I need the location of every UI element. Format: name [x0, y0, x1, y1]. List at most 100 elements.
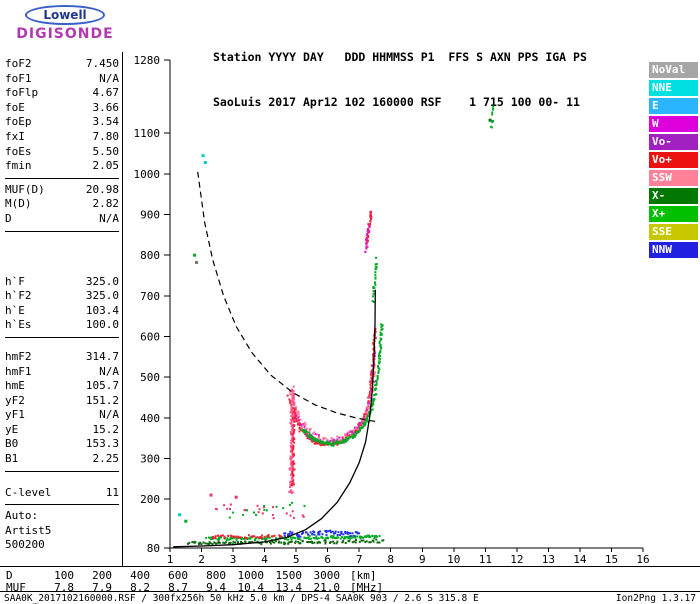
param-label: C-level — [5, 485, 52, 499]
param-value: 100.0 — [85, 318, 119, 332]
muf-value: 21.0 — [313, 581, 341, 594]
trace-topright-green — [490, 105, 495, 129]
footer-divider — [0, 591, 700, 592]
param-label: Auto: — [5, 509, 39, 523]
station-header: Station YYYY DAY DDD HHMMSS P1 FFS S AXN… — [213, 20, 587, 125]
param-row: h`E 103.4 — [5, 304, 119, 319]
legend-item-vo: Vo- — [649, 134, 698, 150]
svg-text:6: 6 — [324, 553, 331, 566]
trace-e-layer-dark-green — [187, 538, 385, 546]
param-row: hmF1 N/A — [5, 365, 119, 380]
isolated-echo-point — [178, 513, 181, 517]
svg-text:9: 9 — [419, 553, 426, 566]
distance-value: 800 — [206, 569, 226, 582]
muf-row: MUF 7.8 7.9 8.2 8.7 9.4 10.4 13.4 21.0 [MHz] — [6, 581, 383, 594]
trace-e-layer-blue — [283, 529, 361, 538]
param-row: foEs 5.50 — [5, 145, 119, 160]
param-value: 325.0 — [85, 274, 119, 288]
isolated-echo-point — [209, 493, 213, 497]
lowell-logo-oval: Lowell — [25, 5, 105, 25]
trace-upper-green — [371, 256, 378, 303]
muf-value: 8.7 — [168, 581, 188, 594]
param-row: yF1 N/A — [5, 408, 119, 423]
param-label: D — [5, 211, 12, 225]
param-label: 500200 — [5, 538, 45, 552]
distance-label: D — [6, 569, 13, 582]
trace-second-hop-magenta — [364, 225, 371, 253]
svg-text:15: 15 — [605, 553, 618, 566]
param-value: 5.50 — [92, 144, 120, 158]
param-row: Auto: — [5, 509, 119, 524]
muf-value: 8.2 — [130, 581, 150, 594]
param-row: B0 153.3 — [5, 437, 119, 452]
footer-file-info: SAA0K_2017102160000.RSF / 300fx256h 50 k… — [4, 592, 479, 604]
param-label: yE — [5, 422, 19, 436]
param-row: MUF(D) 20.98 — [5, 183, 119, 198]
param-value: N/A — [99, 408, 119, 422]
svg-text:200: 200 — [140, 493, 160, 506]
svg-text:800: 800 — [140, 249, 160, 262]
plot-axes — [164, 59, 644, 552]
param-label: B1 — [5, 452, 19, 466]
muf-label: MUF — [6, 581, 26, 594]
param-label: hmE — [5, 379, 25, 393]
svg-text:10: 10 — [447, 553, 460, 566]
param-group-5: C-level 11 — [5, 486, 119, 506]
param-row: foF1 N/A — [5, 72, 119, 87]
svg-text:1280: 1280 — [134, 54, 161, 67]
param-label: Artist5 — [5, 523, 52, 537]
param-label: fmin — [5, 159, 32, 173]
param-value: 7.80 — [92, 129, 120, 143]
param-group-1: foF2 7.450 foF1 N/A foFlp 4.67 foE 3.66 foEp 3.54… — [5, 57, 119, 179]
isolated-echo-point — [184, 519, 188, 523]
param-value: 15.2 — [92, 422, 120, 436]
param-label: MUF(D) — [5, 182, 45, 196]
svg-text:1000: 1000 — [134, 168, 161, 181]
trace-mid-sporadic-green — [228, 501, 306, 519]
param-row: foFlp 4.67 — [5, 86, 119, 101]
svg-text:1: 1 — [167, 553, 174, 566]
distance-value: 3000 — [313, 569, 341, 582]
param-value: 314.7 — [85, 349, 119, 363]
svg-text:4: 4 — [261, 553, 268, 566]
param-row: h`F 325.0 — [5, 275, 119, 290]
muf-value: 13.4 — [275, 581, 303, 594]
svg-text:14: 14 — [573, 553, 587, 566]
distance-value: 1000 — [237, 569, 265, 582]
param-group-6: Auto: Artist5 500200 — [5, 509, 119, 557]
param-group-2: MUF(D) 20.98 M(D) 2.82 D N/A — [5, 183, 119, 232]
param-label: foEs — [5, 144, 32, 158]
param-label: foF2 — [5, 57, 32, 70]
legend-item-x: X- — [649, 188, 698, 204]
distance-value: 600 — [168, 569, 188, 582]
svg-text:2: 2 — [198, 553, 205, 566]
param-value: 151.2 — [85, 393, 119, 407]
param-value: 11 — [105, 485, 119, 499]
param-label: yF2 — [5, 393, 25, 407]
echo-type-legend: NoVal NNE E W Vo- Vo+ SSW X- X+ SSE NNW — [649, 62, 698, 260]
distance-value: 400 — [130, 569, 150, 582]
legend-item-nnw: NNW — [649, 242, 698, 258]
param-value: 325.0 — [85, 289, 119, 303]
parameter-panel: foF2 7.450 foF1 N/A foFlp 4.67 foE 3.66 foEp 3.54… — [5, 57, 119, 561]
param-label: hmF2 — [5, 349, 32, 363]
muf-value: 7.9 — [92, 581, 112, 594]
svg-text:7: 7 — [356, 553, 363, 566]
param-value: 103.4 — [85, 303, 119, 317]
svg-text:700: 700 — [140, 290, 160, 303]
muf-value: 10.4 — [237, 581, 265, 594]
header-values: SaoLuis 2017 Apr12 102 160000 RSF 1 715 … — [213, 95, 580, 109]
panel-plot-divider — [122, 52, 123, 566]
param-value: 4.67 — [92, 86, 120, 100]
svg-text:300: 300 — [140, 453, 160, 466]
param-row: Artist5 — [5, 524, 119, 539]
distance-value: 100 — [54, 569, 74, 582]
param-row: fxI 7.80 — [5, 130, 119, 145]
param-label: foF1 — [5, 71, 32, 85]
param-row: M(D) 2.82 — [5, 197, 119, 212]
svg-text:13: 13 — [542, 553, 555, 566]
legend-item-e: E — [649, 98, 698, 114]
param-row: B1 2.25 — [5, 452, 119, 467]
param-label: M(D) — [5, 197, 32, 211]
